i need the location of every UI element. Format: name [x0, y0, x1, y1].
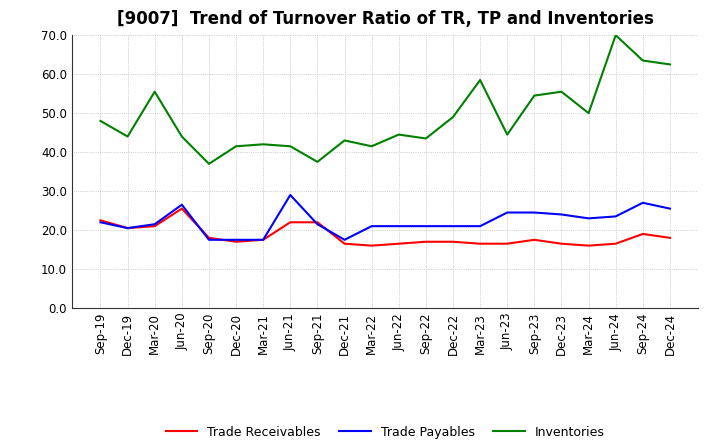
Inventories	[476, 77, 485, 83]
Trade Payables	[367, 224, 376, 229]
Trade Receivables	[639, 231, 647, 237]
Trade Receivables	[150, 224, 159, 229]
Inventories	[259, 142, 268, 147]
Inventories	[204, 161, 213, 166]
Inventories	[611, 33, 620, 38]
Trade Payables	[123, 225, 132, 231]
Trade Payables	[150, 222, 159, 227]
Inventories	[584, 110, 593, 116]
Inventories	[232, 143, 240, 149]
Trade Payables	[204, 237, 213, 242]
Trade Receivables	[178, 206, 186, 211]
Inventories	[503, 132, 511, 137]
Trade Payables	[341, 237, 349, 242]
Inventories	[665, 62, 674, 67]
Line: Inventories: Inventories	[101, 35, 670, 164]
Inventories	[123, 134, 132, 139]
Inventories	[313, 159, 322, 165]
Trade Receivables	[611, 241, 620, 246]
Inventories	[557, 89, 566, 94]
Line: Trade Receivables: Trade Receivables	[101, 209, 670, 246]
Trade Receivables	[123, 225, 132, 231]
Trade Receivables	[584, 243, 593, 248]
Inventories	[639, 58, 647, 63]
Trade Payables	[611, 214, 620, 219]
Inventories	[286, 143, 294, 149]
Trade Receivables	[530, 237, 539, 242]
Trade Receivables	[96, 218, 105, 223]
Trade Receivables	[259, 237, 268, 242]
Trade Receivables	[395, 241, 403, 246]
Trade Receivables	[476, 241, 485, 246]
Trade Receivables	[421, 239, 430, 244]
Inventories	[96, 118, 105, 124]
Trade Receivables	[204, 235, 213, 241]
Trade Payables	[639, 200, 647, 205]
Inventories	[530, 93, 539, 98]
Trade Payables	[476, 224, 485, 229]
Inventories	[150, 89, 159, 94]
Inventories	[367, 143, 376, 149]
Inventories	[178, 134, 186, 139]
Trade Payables	[557, 212, 566, 217]
Legend: Trade Receivables, Trade Payables, Inventories: Trade Receivables, Trade Payables, Inven…	[161, 421, 610, 440]
Trade Payables	[584, 216, 593, 221]
Inventories	[395, 132, 403, 137]
Trade Payables	[232, 237, 240, 242]
Trade Receivables	[367, 243, 376, 248]
Trade Payables	[503, 210, 511, 215]
Trade Receivables	[341, 241, 349, 246]
Trade Receivables	[232, 239, 240, 244]
Trade Payables	[313, 222, 322, 227]
Trade Payables	[286, 192, 294, 198]
Trade Receivables	[286, 220, 294, 225]
Trade Payables	[395, 224, 403, 229]
Line: Trade Payables: Trade Payables	[101, 195, 670, 240]
Trade Payables	[530, 210, 539, 215]
Trade Receivables	[449, 239, 457, 244]
Trade Payables	[665, 206, 674, 211]
Inventories	[341, 138, 349, 143]
Trade Payables	[449, 224, 457, 229]
Trade Payables	[421, 224, 430, 229]
Trade Payables	[178, 202, 186, 207]
Trade Payables	[96, 220, 105, 225]
Trade Payables	[259, 237, 268, 242]
Trade Receivables	[313, 220, 322, 225]
Inventories	[449, 114, 457, 120]
Trade Receivables	[503, 241, 511, 246]
Trade Receivables	[665, 235, 674, 241]
Trade Receivables	[557, 241, 566, 246]
Title: [9007]  Trend of Turnover Ratio of TR, TP and Inventories: [9007] Trend of Turnover Ratio of TR, TP…	[117, 10, 654, 28]
Inventories	[421, 136, 430, 141]
